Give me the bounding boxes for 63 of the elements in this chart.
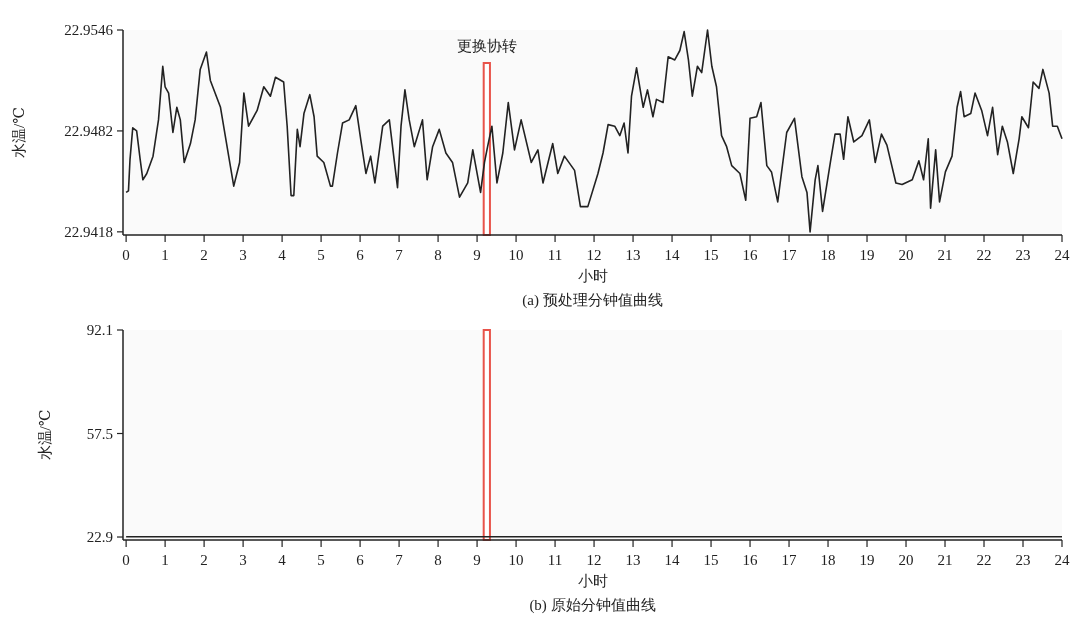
x-tick-label: 24 (1054, 247, 1070, 263)
x-tick-label: 2 (200, 552, 208, 568)
x-tick-label: 0 (122, 552, 130, 568)
x-tick-label: 21 (937, 247, 953, 263)
x-tick-label: 15 (703, 552, 719, 568)
x-tick-label: 8 (434, 247, 442, 263)
x-tick-label: 22 (976, 247, 992, 263)
x-tick-label: 17 (781, 552, 798, 568)
x-tick-label: 9 (473, 552, 481, 568)
y-tick-label: 22.9418 (64, 223, 113, 240)
band-label: 更换协转 (456, 38, 517, 54)
x-tick-label: 7 (395, 247, 404, 263)
x-axis-title: 小时 (577, 573, 608, 589)
x-tick-label: 1 (161, 247, 169, 263)
text: (b) 原始分钟值曲线 (529, 597, 656, 614)
x-tick-label: 18 (820, 552, 836, 568)
x-tick-label: 23 (1015, 247, 1031, 263)
x-tick-label: 6 (356, 552, 365, 568)
y-tick-label: 22.9546 (64, 22, 114, 38)
x-tick-label: 13 (625, 247, 641, 263)
x-tick-label: 3 (239, 552, 247, 568)
y-axis-title: 水温/℃ (37, 409, 53, 461)
x-tick-label: 12 (586, 247, 602, 263)
x-tick-label: 11 (547, 247, 563, 263)
x-tick-label: 0 (122, 247, 130, 263)
x-tick-label: 14 (664, 247, 681, 263)
x-tick-label: 24 (1054, 552, 1070, 568)
x-tick-label: 21 (937, 552, 953, 568)
x-tick-label: 4 (278, 247, 287, 263)
y-axis-title: 水温/℃ (11, 107, 27, 158)
x-tick-label: 12 (586, 552, 602, 568)
x-axis-title: 小时 (577, 268, 608, 284)
y-tick-label: 22.9 (86, 529, 113, 546)
x-tick-label: 5 (317, 247, 325, 263)
x-tick-label: 7 (395, 552, 404, 568)
x-tick-label: 6 (356, 247, 365, 263)
x-tick-label: 13 (625, 552, 641, 568)
x-tick-label: 4 (278, 552, 287, 568)
y-tick-label: 22.9482 (64, 122, 113, 139)
x-tick-label: 1 (161, 552, 169, 568)
y-tick-label: 57.5 (86, 425, 113, 442)
y-tick-label: 92.1 (86, 322, 113, 338)
x-tick-label: 5 (317, 552, 325, 568)
x-tick-label: 16 (742, 247, 759, 263)
x-tick-label: 10 (508, 247, 524, 263)
x-tick-label: 14 (664, 552, 681, 568)
x-tick-label: 10 (508, 552, 524, 568)
x-tick-label: 20 (898, 247, 914, 263)
x-tick-label: 17 (781, 247, 798, 263)
x-tick-label: 19 (859, 552, 875, 568)
text: (a) 预处理分钟值曲线 (522, 292, 663, 309)
x-tick-label: 23 (1015, 552, 1031, 568)
x-tick-label: 22 (976, 552, 992, 568)
x-tick-label: 3 (239, 247, 247, 263)
x-tick-label: 2 (200, 247, 208, 263)
x-tick-label: 16 (742, 552, 759, 568)
x-tick-label: 8 (434, 552, 442, 568)
x-tick-label: 18 (820, 247, 836, 263)
x-tick-label: 20 (898, 552, 914, 568)
x-tick-label: 11 (547, 552, 563, 568)
x-tick-label: 19 (859, 247, 875, 263)
x-tick-label: 9 (473, 247, 481, 263)
x-tick-label: 15 (703, 247, 719, 263)
